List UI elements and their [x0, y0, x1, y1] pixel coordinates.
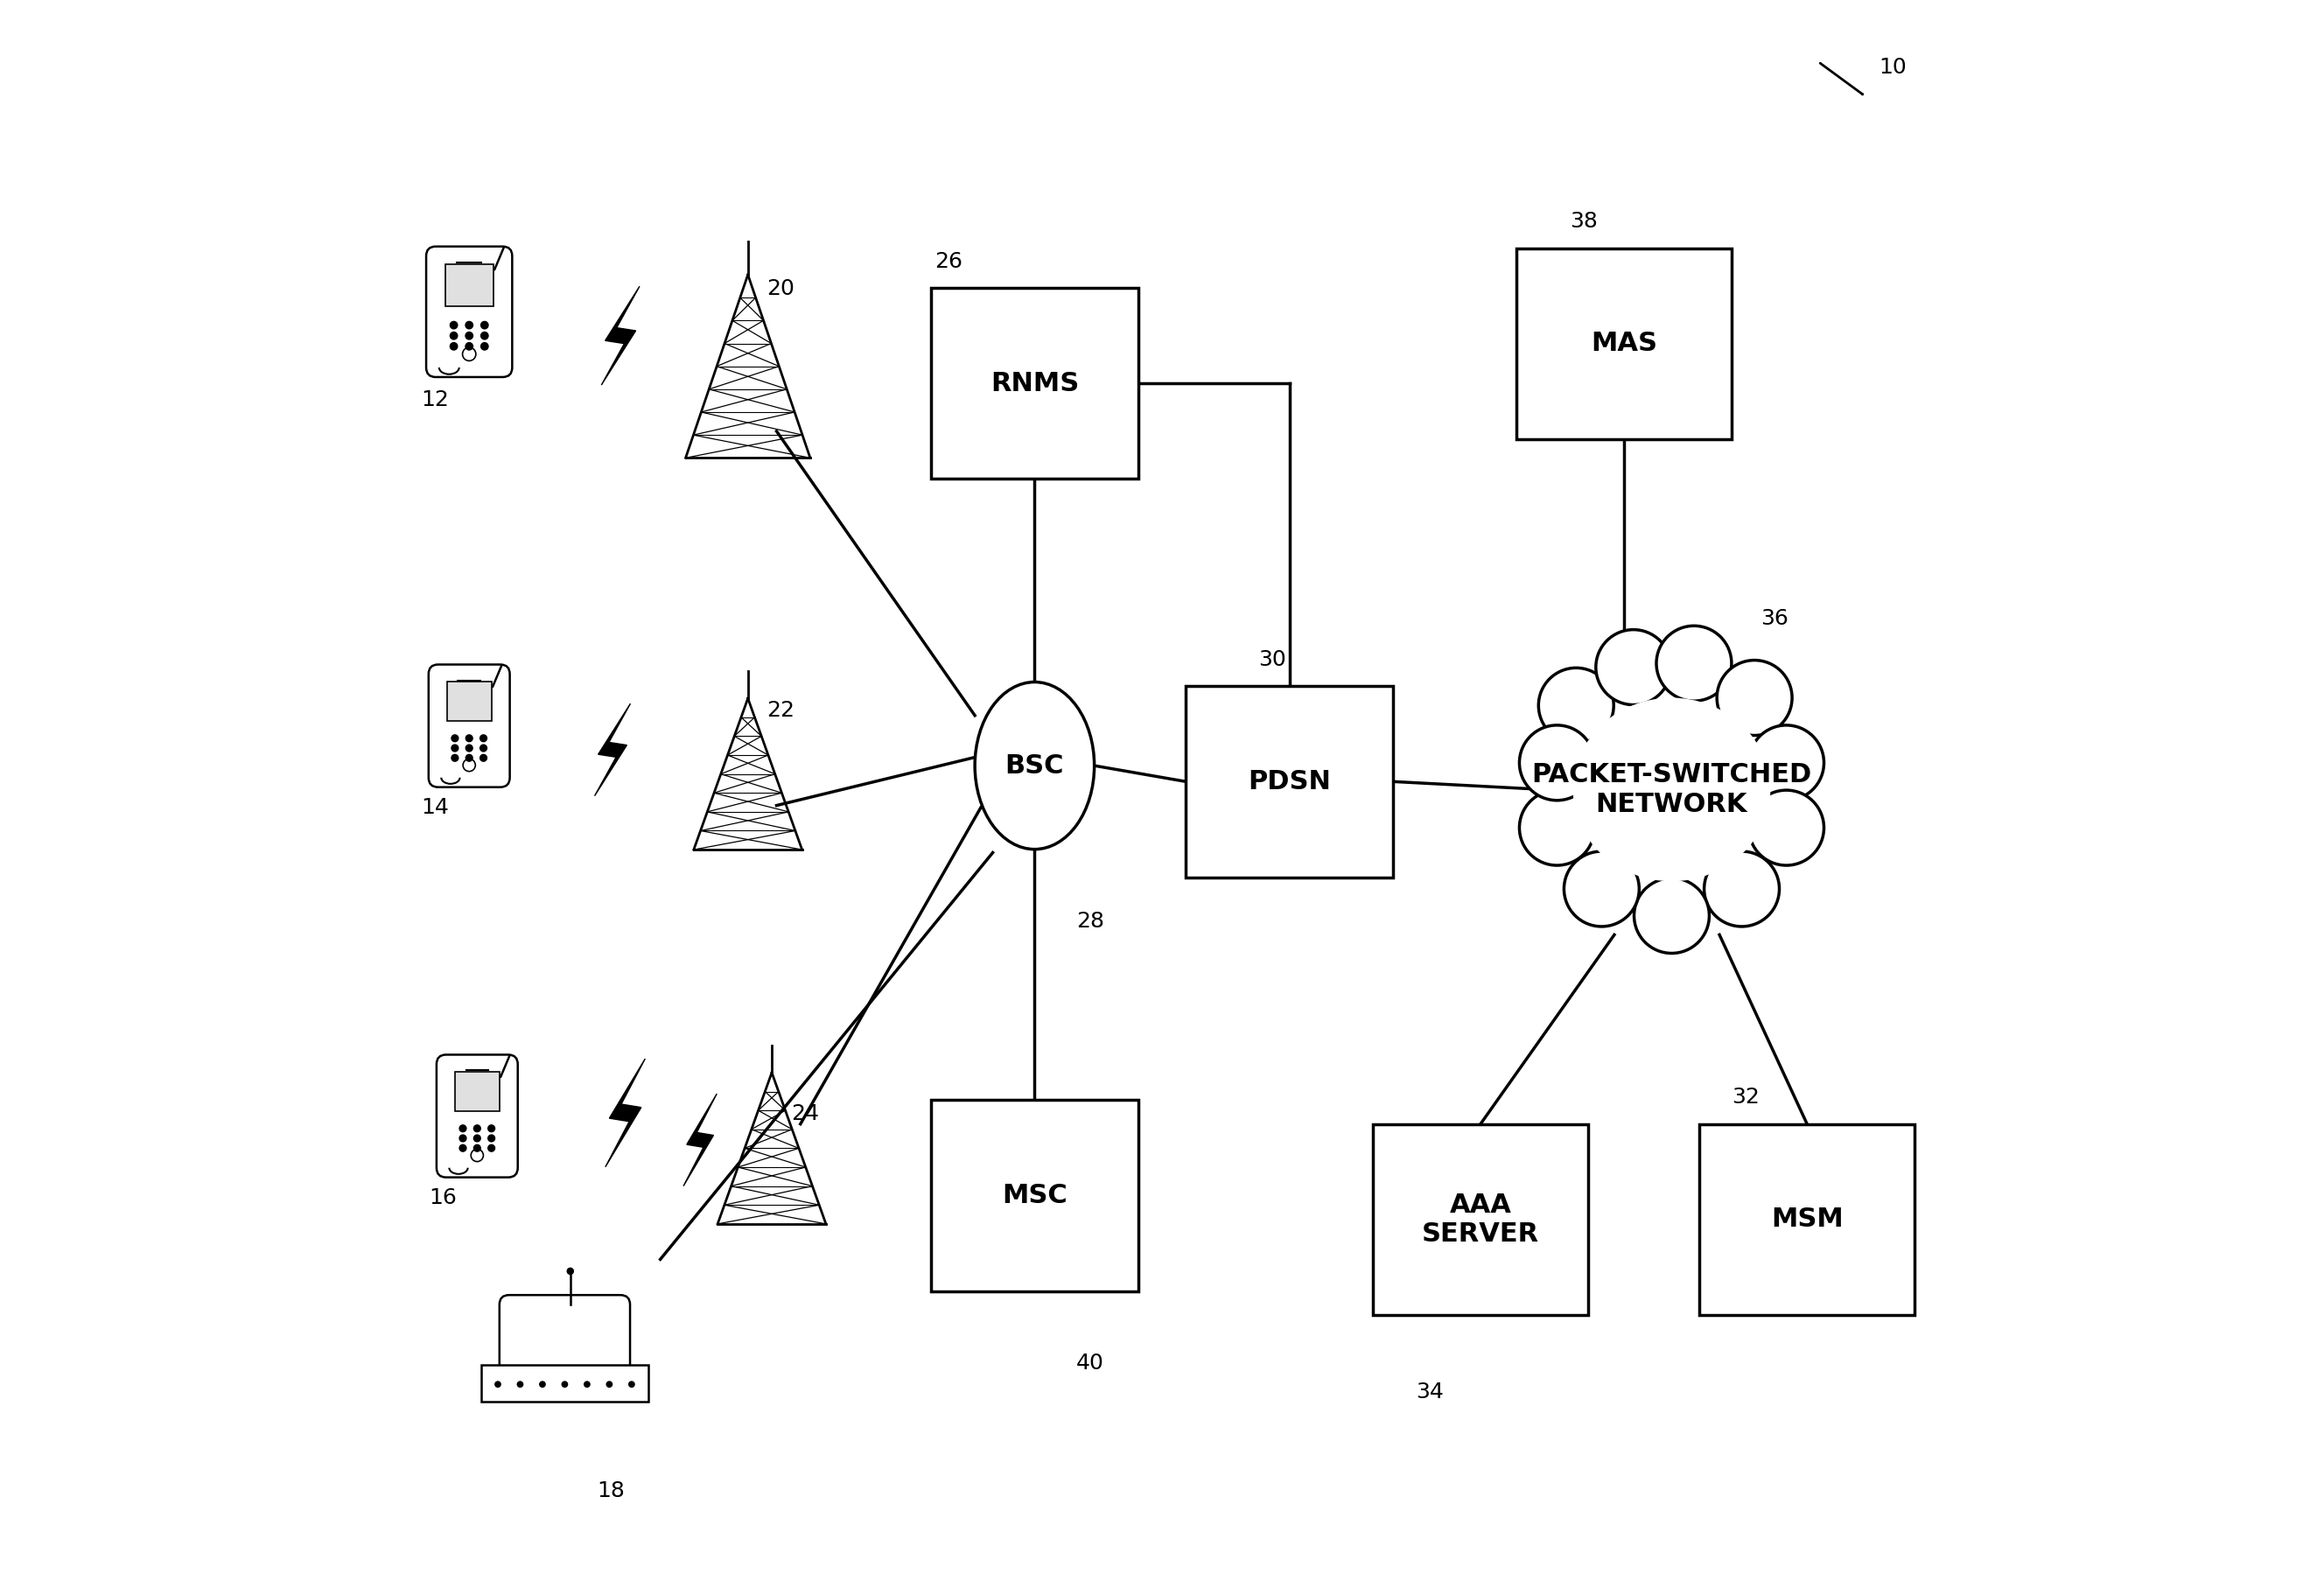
- Circle shape: [460, 1145, 467, 1152]
- Ellipse shape: [974, 683, 1095, 849]
- Circle shape: [488, 1124, 495, 1132]
- Polygon shape: [595, 703, 630, 796]
- Ellipse shape: [1573, 697, 1771, 882]
- Circle shape: [539, 1381, 546, 1388]
- Text: MSM: MSM: [1771, 1207, 1843, 1233]
- Circle shape: [474, 1124, 481, 1132]
- Circle shape: [488, 1136, 495, 1142]
- Text: BSC: BSC: [1004, 753, 1064, 778]
- Text: AAA
SERVER: AAA SERVER: [1422, 1191, 1538, 1247]
- Text: 14: 14: [421, 798, 449, 818]
- Text: 22: 22: [767, 700, 795, 721]
- Text: PACKET-SWITCHED
NETWORK: PACKET-SWITCHED NETWORK: [1532, 762, 1813, 817]
- FancyBboxPatch shape: [932, 1101, 1139, 1292]
- Circle shape: [1703, 852, 1780, 927]
- FancyBboxPatch shape: [1515, 249, 1731, 439]
- Text: 10: 10: [1878, 57, 1906, 78]
- Circle shape: [562, 1381, 567, 1388]
- Circle shape: [481, 322, 488, 329]
- Circle shape: [472, 1148, 483, 1161]
- Circle shape: [481, 754, 488, 761]
- Circle shape: [451, 343, 458, 349]
- Polygon shape: [683, 1094, 716, 1187]
- Circle shape: [465, 745, 472, 751]
- Circle shape: [465, 322, 472, 329]
- Circle shape: [451, 745, 458, 751]
- Circle shape: [465, 343, 472, 349]
- Circle shape: [488, 1145, 495, 1152]
- Polygon shape: [602, 286, 639, 384]
- Text: 32: 32: [1731, 1088, 1759, 1109]
- Text: MAS: MAS: [1590, 330, 1657, 356]
- Text: 38: 38: [1571, 211, 1599, 233]
- Text: 26: 26: [934, 250, 962, 273]
- FancyBboxPatch shape: [446, 263, 493, 306]
- Circle shape: [1657, 625, 1731, 700]
- Text: 12: 12: [421, 389, 449, 410]
- Circle shape: [451, 735, 458, 742]
- FancyBboxPatch shape: [446, 681, 493, 721]
- Circle shape: [451, 322, 458, 329]
- FancyBboxPatch shape: [1373, 1124, 1587, 1316]
- Circle shape: [465, 735, 472, 742]
- Text: 34: 34: [1415, 1381, 1443, 1402]
- Circle shape: [518, 1381, 523, 1388]
- Circle shape: [1520, 726, 1594, 801]
- Circle shape: [1748, 790, 1824, 866]
- Text: 16: 16: [430, 1187, 458, 1209]
- Text: RNMS: RNMS: [990, 370, 1078, 396]
- FancyBboxPatch shape: [1185, 686, 1392, 877]
- Circle shape: [451, 332, 458, 340]
- Circle shape: [481, 735, 488, 742]
- Text: 24: 24: [790, 1104, 818, 1124]
- FancyBboxPatch shape: [481, 1365, 648, 1402]
- Circle shape: [462, 759, 476, 772]
- Circle shape: [1597, 630, 1671, 705]
- Circle shape: [1538, 668, 1613, 743]
- Circle shape: [607, 1381, 611, 1388]
- Text: MSC: MSC: [1002, 1183, 1067, 1209]
- Circle shape: [474, 1136, 481, 1142]
- Circle shape: [460, 1124, 467, 1132]
- Polygon shape: [604, 1059, 646, 1168]
- Text: 40: 40: [1076, 1353, 1104, 1373]
- FancyBboxPatch shape: [437, 1054, 518, 1177]
- FancyBboxPatch shape: [425, 247, 511, 376]
- Circle shape: [481, 343, 488, 349]
- FancyBboxPatch shape: [428, 665, 509, 788]
- Circle shape: [583, 1381, 590, 1388]
- Circle shape: [451, 754, 458, 761]
- Circle shape: [1748, 726, 1824, 801]
- Circle shape: [1520, 790, 1594, 866]
- Circle shape: [465, 754, 472, 761]
- Circle shape: [465, 332, 472, 340]
- Circle shape: [495, 1381, 500, 1388]
- Text: 30: 30: [1257, 649, 1285, 670]
- Circle shape: [481, 745, 488, 751]
- Circle shape: [1564, 852, 1638, 927]
- Circle shape: [462, 348, 476, 360]
- Text: 18: 18: [597, 1480, 625, 1501]
- Circle shape: [460, 1136, 467, 1142]
- FancyBboxPatch shape: [1699, 1124, 1915, 1316]
- FancyBboxPatch shape: [456, 1072, 500, 1110]
- FancyBboxPatch shape: [932, 287, 1139, 478]
- Circle shape: [481, 332, 488, 340]
- Circle shape: [1717, 660, 1792, 735]
- Circle shape: [567, 1268, 574, 1274]
- Circle shape: [630, 1381, 634, 1388]
- Circle shape: [474, 1145, 481, 1152]
- Text: 20: 20: [767, 278, 795, 298]
- Text: 28: 28: [1076, 911, 1104, 931]
- Circle shape: [1634, 879, 1708, 954]
- Text: PDSN: PDSN: [1248, 769, 1332, 794]
- FancyBboxPatch shape: [500, 1295, 630, 1375]
- Ellipse shape: [1543, 675, 1799, 904]
- Text: 36: 36: [1762, 608, 1789, 628]
